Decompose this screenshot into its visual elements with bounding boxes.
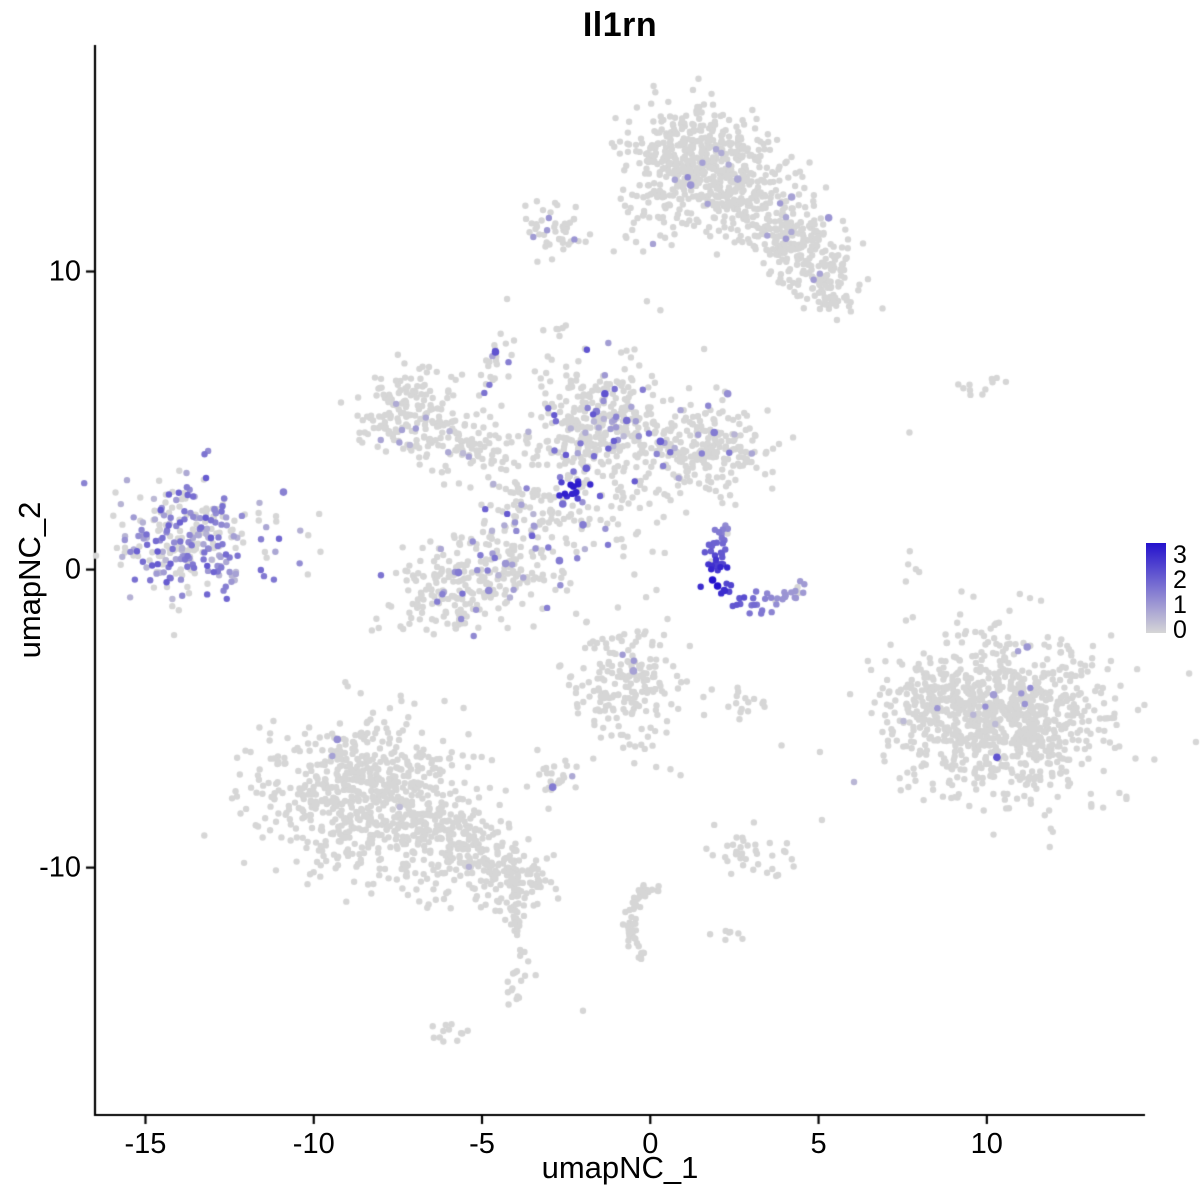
y-axis-label: umapNC_2 [12,501,47,659]
legend-label: 2 [1173,566,1187,594]
legend-gradient-bar [1146,543,1166,633]
legend-label: 3 [1173,541,1187,569]
x-axis-label: umapNC_1 [541,1150,699,1185]
legend-label: 1 [1173,591,1187,619]
legend-label: 0 [1173,616,1187,644]
